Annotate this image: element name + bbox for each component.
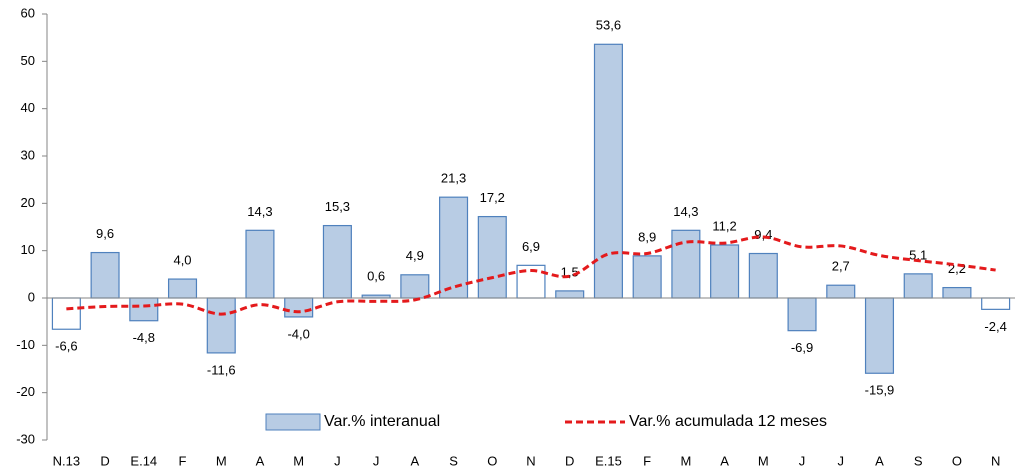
- data-label: 11,2: [712, 218, 736, 233]
- y-tick-label: 30: [21, 147, 35, 162]
- bar: [593, 43, 623, 299]
- x-tick-label: D: [565, 453, 574, 468]
- bar: [439, 196, 469, 299]
- x-tick-label: D: [100, 453, 109, 468]
- data-label: 9,4: [754, 227, 772, 242]
- legend-label: Var.% interanual: [324, 413, 440, 430]
- bar: [748, 252, 778, 299]
- x-tick-label: F: [179, 453, 187, 468]
- data-label: -15,9: [865, 383, 895, 398]
- x-tick-label: O: [487, 453, 497, 468]
- bar: [981, 297, 1011, 310]
- bar: [903, 273, 933, 299]
- x-tick-label: E.14: [130, 453, 157, 468]
- data-label: 14,3: [247, 204, 272, 219]
- bar: [51, 297, 81, 330]
- y-tick-label: 50: [21, 53, 35, 68]
- data-label: 53,6: [596, 18, 621, 33]
- bar: [477, 215, 507, 299]
- bar: [632, 255, 662, 299]
- data-label: 4,9: [406, 248, 424, 263]
- y-tick-label: -30: [16, 431, 35, 446]
- data-label: 17,2: [480, 190, 505, 205]
- legend-label: Var.% acumulada 12 meses: [629, 413, 827, 430]
- y-tick-label: 60: [21, 5, 35, 20]
- line: [66, 235, 996, 316]
- data-label: 21,3: [441, 171, 466, 186]
- bar: [322, 224, 352, 299]
- data-label: -4,0: [287, 326, 309, 341]
- y-tick-label: -10: [16, 337, 35, 352]
- data-label: 6,9: [522, 239, 540, 254]
- x-tick-label: M: [758, 453, 769, 468]
- data-label: 9,6: [96, 226, 114, 241]
- x-tick-label: A: [875, 453, 884, 468]
- data-label: -6,6: [55, 339, 77, 354]
- bar: [555, 290, 585, 299]
- data-label: -4,8: [133, 330, 155, 345]
- bar: [167, 278, 198, 299]
- x-tick-label: M: [680, 453, 691, 468]
- x-tick-label: N: [991, 453, 1000, 468]
- bar: [826, 284, 856, 299]
- x-tick-label: S: [914, 453, 923, 468]
- data-label: 2,7: [832, 259, 850, 274]
- bar: [284, 297, 314, 318]
- bar: [129, 297, 159, 322]
- x-tick-label: A: [411, 453, 420, 468]
- bar: [90, 251, 120, 299]
- x-tick-label: A: [256, 453, 265, 468]
- bar: [787, 297, 817, 332]
- legend-swatch: [265, 413, 321, 431]
- bar: [942, 286, 972, 299]
- x-tick-label: J: [838, 453, 845, 468]
- data-label: 14,3: [673, 204, 698, 219]
- x-tick-label: N: [526, 453, 535, 468]
- data-label: 15,3: [325, 199, 350, 214]
- x-tick-label: O: [952, 453, 962, 468]
- bar: [671, 229, 701, 299]
- x-tick-label: J: [799, 453, 806, 468]
- x-tick-label: E.15: [595, 453, 622, 468]
- y-tick-label: -20: [16, 384, 35, 399]
- x-tick-label: N.13: [53, 453, 80, 468]
- data-label: -6,9: [791, 340, 813, 355]
- bar: [206, 297, 236, 354]
- bar: [245, 229, 275, 299]
- bar: [710, 244, 740, 299]
- x-tick-label: M: [216, 453, 227, 468]
- x-tick-label: A: [720, 453, 729, 468]
- y-tick-label: 0: [28, 289, 35, 304]
- x-tick-label: S: [449, 453, 458, 468]
- bar: [400, 274, 430, 299]
- bar: [864, 297, 895, 374]
- x-tick-label: M: [293, 453, 304, 468]
- x-tick-label: F: [643, 453, 651, 468]
- x-tick-label: J: [373, 453, 380, 468]
- data-label: -2,4: [984, 319, 1006, 334]
- x-tick-label: J: [334, 453, 341, 468]
- data-label: 4,0: [173, 253, 191, 268]
- y-tick-label: 20: [21, 195, 35, 210]
- data-label: 0,6: [367, 269, 385, 284]
- data-label: 8,9: [638, 229, 656, 244]
- data-label: -11,6: [207, 362, 236, 377]
- y-tick-label: 10: [21, 242, 35, 257]
- y-tick-label: 40: [21, 100, 35, 115]
- data-label: 5,1: [909, 247, 927, 262]
